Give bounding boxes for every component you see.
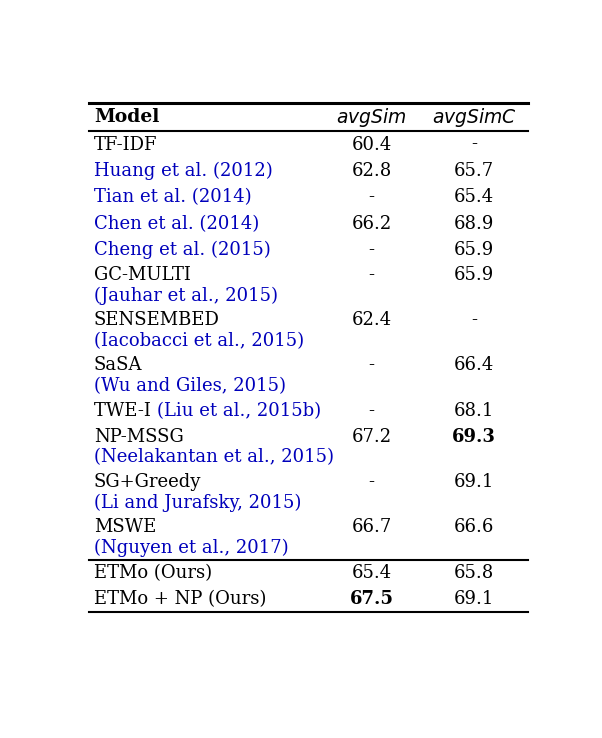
Text: 65.4: 65.4 (454, 188, 494, 206)
Text: (Liu et al., 2015b): (Liu et al., 2015b) (157, 402, 321, 421)
Text: -: - (368, 356, 374, 374)
Text: GC-MULTI: GC-MULTI (94, 266, 191, 284)
Text: 68.9: 68.9 (454, 215, 494, 232)
Text: SaSA: SaSA (94, 356, 143, 374)
Text: -: - (368, 241, 374, 259)
Text: 65.7: 65.7 (454, 162, 494, 180)
Text: 65.4: 65.4 (352, 564, 391, 582)
Text: 62.8: 62.8 (352, 162, 392, 180)
Text: -: - (368, 188, 374, 206)
Text: NP-MSSG: NP-MSSG (94, 428, 184, 446)
Text: SG+Greedy: SG+Greedy (94, 473, 201, 491)
Text: 65.9: 65.9 (454, 241, 494, 259)
Text: TWE-I: TWE-I (94, 402, 157, 421)
Text: (Wu and Giles, 2015): (Wu and Giles, 2015) (94, 377, 286, 395)
Text: 65.9: 65.9 (454, 266, 494, 284)
Text: 66.2: 66.2 (352, 215, 392, 232)
Text: MSWE: MSWE (94, 518, 157, 536)
Text: 67.5: 67.5 (350, 590, 394, 608)
Text: -: - (471, 311, 477, 329)
Text: -: - (471, 136, 477, 154)
Text: Chen et al. (2014): Chen et al. (2014) (94, 215, 259, 232)
Text: 65.8: 65.8 (454, 564, 494, 582)
Text: 66.4: 66.4 (454, 356, 494, 374)
Text: (Nguyen et al., 2017): (Nguyen et al., 2017) (94, 539, 288, 556)
Text: Model: Model (94, 108, 160, 126)
Text: $avgSimC$: $avgSimC$ (432, 106, 517, 128)
Text: 62.4: 62.4 (352, 311, 391, 329)
Text: 66.7: 66.7 (352, 518, 392, 536)
Text: Tian et al. (2014): Tian et al. (2014) (94, 188, 252, 206)
Text: 69.1: 69.1 (454, 590, 494, 608)
Text: $avgSim$: $avgSim$ (337, 106, 407, 128)
Text: (Li and Jurafsky, 2015): (Li and Jurafsky, 2015) (94, 494, 301, 511)
Text: (Jauhar et al., 2015): (Jauhar et al., 2015) (94, 287, 278, 305)
Text: Huang et al. (2012): Huang et al. (2012) (94, 162, 273, 180)
Text: 67.2: 67.2 (352, 428, 391, 446)
Text: TF-IDF: TF-IDF (94, 136, 157, 154)
Text: 69.3: 69.3 (452, 428, 496, 446)
Text: ETMo + NP (Ours): ETMo + NP (Ours) (94, 590, 266, 608)
Text: SENSEMBED: SENSEMBED (94, 311, 220, 329)
Text: 69.1: 69.1 (454, 473, 494, 491)
Text: (Iacobacci et al., 2015): (Iacobacci et al., 2015) (94, 332, 304, 350)
Text: 68.1: 68.1 (454, 402, 494, 421)
Text: (Neelakantan et al., 2015): (Neelakantan et al., 2015) (94, 449, 334, 466)
Text: -: - (368, 473, 374, 491)
Text: Cheng et al. (2015): Cheng et al. (2015) (94, 241, 271, 259)
Text: -: - (368, 266, 374, 284)
Text: ETMo (Ours): ETMo (Ours) (94, 564, 212, 582)
Text: -: - (368, 402, 374, 421)
Text: 66.6: 66.6 (454, 518, 494, 536)
Text: 60.4: 60.4 (352, 136, 392, 154)
